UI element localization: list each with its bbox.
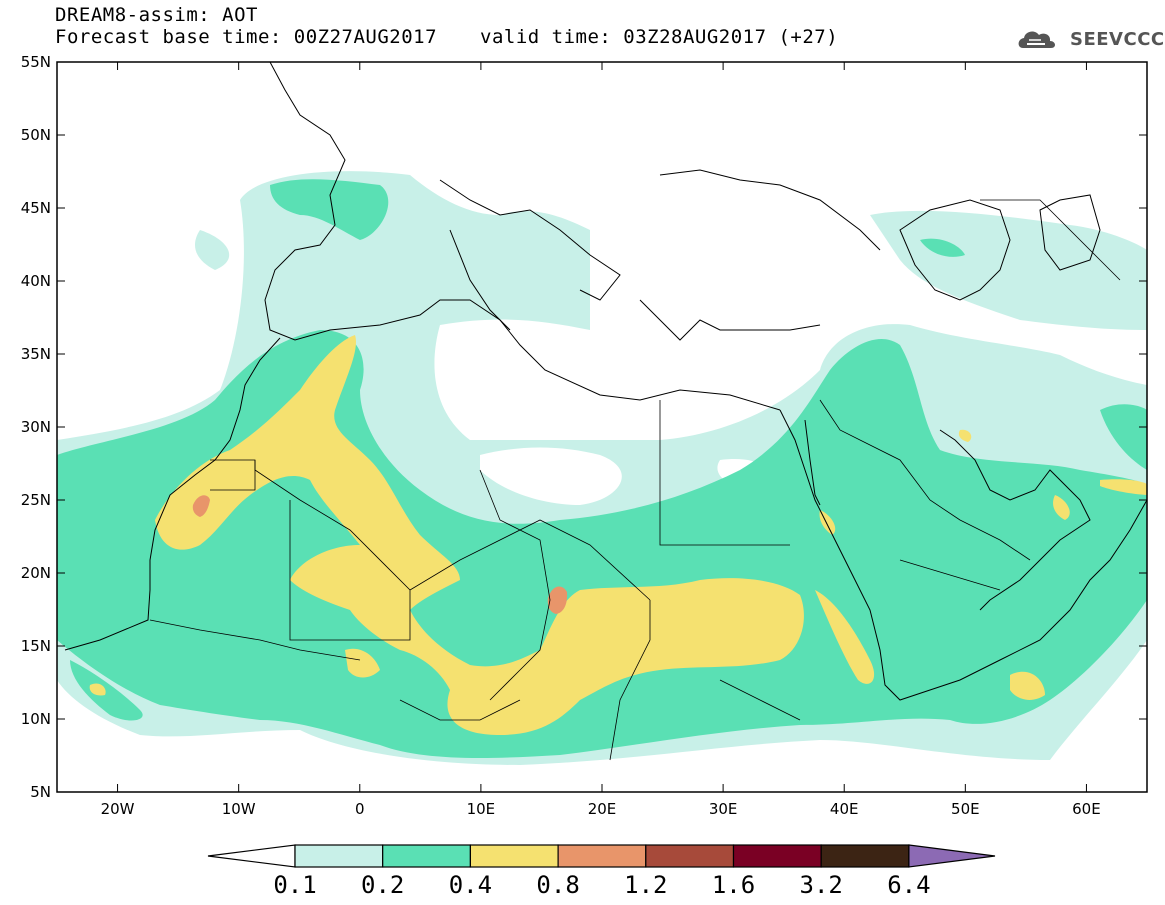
y-tick-label: 45N — [21, 199, 51, 217]
legend-label: 0.2 — [361, 871, 405, 899]
map-title: DREAM8-assim: AOT — [55, 4, 258, 26]
forecast-base-time: Forecast base time: 00Z27AUG2017 — [55, 26, 438, 48]
legend-swatch — [382, 844, 472, 868]
legend-label: 6.4 — [887, 871, 931, 899]
y-tick-label: 55N — [21, 53, 51, 71]
x-tick-label: 10E — [467, 800, 496, 818]
legend-label: 0.8 — [536, 871, 580, 899]
y-tick-label: 50N — [21, 126, 51, 144]
legend-arrow-low — [207, 844, 296, 868]
legend-swatch — [820, 844, 910, 868]
legend-arrow-high — [908, 844, 996, 868]
legend-swatch — [732, 844, 822, 868]
x-tick-label: 60E — [1072, 800, 1101, 818]
x-tick-label: 40E — [830, 800, 859, 818]
legend-label: 1.6 — [711, 871, 756, 899]
y-axis: 55N 50N 45N 40N 35N 30N 25N 20N 15N 10N 5N — [21, 53, 1147, 801]
country-borders — [149, 199, 1121, 761]
aot-band-0-4 — [89, 335, 1147, 735]
x-tick-label: 20E — [588, 800, 617, 818]
coastlines — [64, 62, 1147, 701]
legend-swatch — [294, 844, 384, 868]
y-tick-label: 5N — [30, 783, 51, 801]
x-axis: 20W 10W 0 10E 20E 30E 40E 50E 60E — [101, 62, 1101, 818]
valid-time: valid time: 03Z28AUG2017 (+27) — [480, 26, 839, 48]
y-tick-label: 40N — [21, 272, 51, 290]
legend-swatch — [469, 844, 559, 868]
y-tick-label: 15N — [21, 637, 51, 655]
legend-label: 0.4 — [448, 871, 493, 899]
y-tick-label: 25N — [21, 491, 51, 509]
y-tick-label: 30N — [21, 418, 51, 436]
legend-swatch — [645, 844, 735, 868]
y-tick-label: 10N — [21, 710, 51, 728]
seevccc-logo-icon — [1018, 31, 1056, 48]
legend-label: 3.2 — [799, 871, 843, 899]
legend-swatch — [557, 844, 647, 868]
aot-band-0-8 — [192, 495, 568, 614]
x-tick-label: 30E — [709, 800, 738, 818]
y-tick-label: 20N — [21, 564, 51, 582]
x-tick-label: 50E — [951, 800, 980, 818]
y-tick-label: 35N — [21, 345, 51, 363]
legend-label: 0.1 — [273, 871, 317, 899]
x-tick-label: 20W — [101, 800, 135, 818]
legend-label: 1.2 — [624, 871, 668, 899]
color-legend — [207, 844, 996, 868]
x-tick-label: 0 — [355, 800, 365, 818]
x-tick-label: 10W — [222, 800, 256, 818]
logo-text: SEEVCCC — [1070, 29, 1165, 50]
